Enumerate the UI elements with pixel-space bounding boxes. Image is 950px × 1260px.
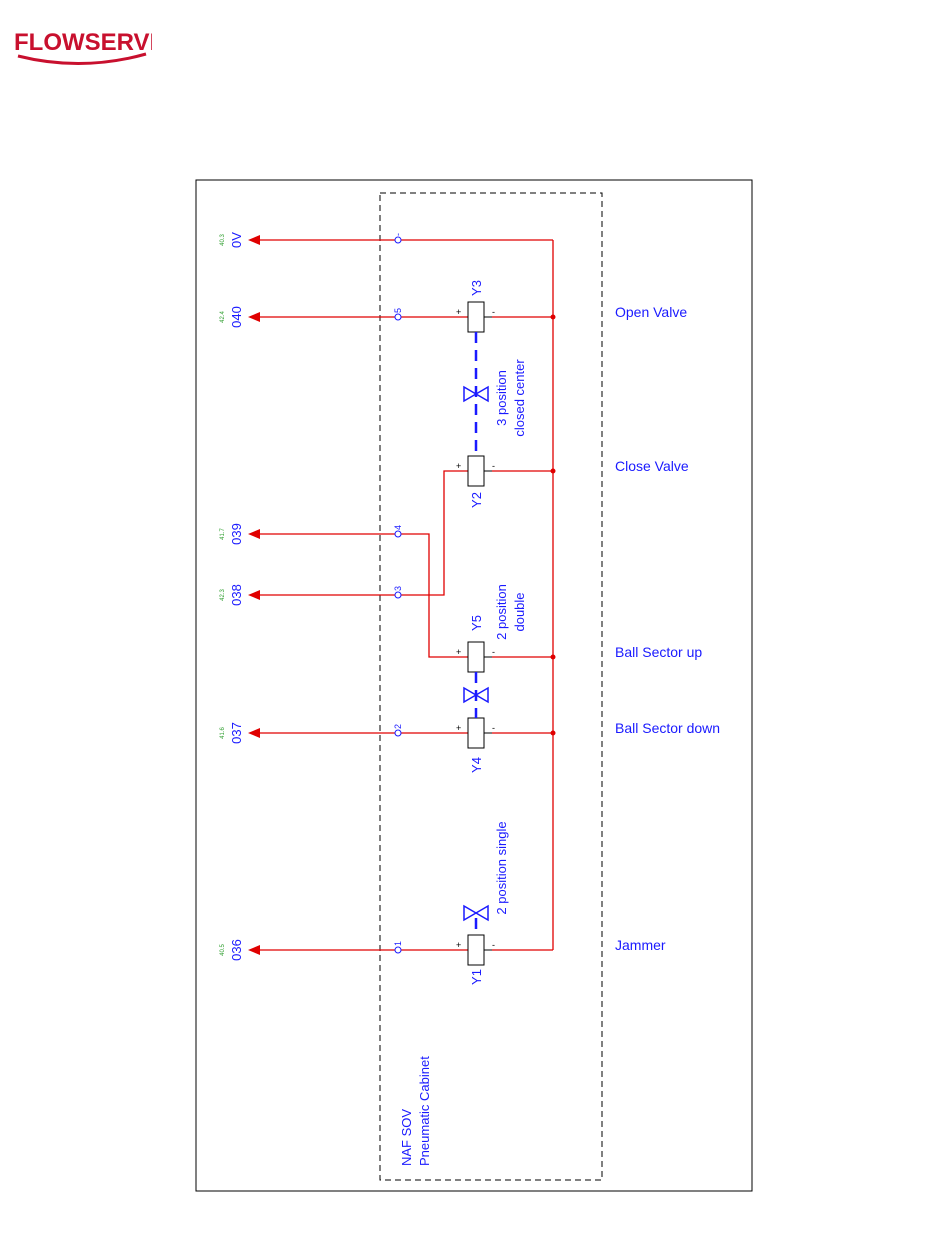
pin-ov: - <box>393 233 403 236</box>
coil-leads <box>484 316 492 951</box>
valve-icon-y3-y2 <box>463 385 489 403</box>
coil-id-y4: Y4 <box>469 757 484 773</box>
cabinet-boundary <box>379 192 603 1181</box>
coil-y2 <box>467 455 485 487</box>
svg-text:+: + <box>456 940 461 950</box>
svg-text:-: - <box>492 940 495 950</box>
cabinet-label-line1: NAF SOV <box>399 1109 414 1166</box>
svg-text:+: + <box>456 461 461 471</box>
logo-text: FLOWSERVE <box>14 29 152 56</box>
function-open-valve: Open Valve <box>615 304 687 320</box>
valve-type-y3-y2-line2: closed center <box>512 359 527 437</box>
function-close-valve: Close Valve <box>615 458 689 474</box>
function-jammer: Jammer <box>615 937 666 953</box>
ref-040: 42.4 <box>220 311 226 323</box>
coil-y4 <box>467 717 485 749</box>
valve-type-y5-y4-line1: 2 position <box>494 584 509 640</box>
pin-039: 4 <box>393 525 403 530</box>
ref-038: 42.3 <box>220 589 226 601</box>
coil-id-y5: Y5 <box>469 615 484 631</box>
function-ball-sector-down: Ball Sector down <box>615 720 720 736</box>
coil-id-y1: Y1 <box>469 969 484 985</box>
coil-y1 <box>467 934 485 966</box>
svg-text:+: + <box>456 647 461 657</box>
function-ball-sector-up: Ball Sector up <box>615 644 702 660</box>
signal-0v: 0V <box>229 232 244 248</box>
svg-text:+: + <box>456 307 461 317</box>
ref-036: 40.5 <box>220 944 226 956</box>
valve-type-y5-y4-line2: double <box>512 592 527 631</box>
svg-text:-: - <box>492 307 495 317</box>
ref-037: 41.6 <box>220 727 226 739</box>
common-bus <box>398 239 554 951</box>
drawing-frame <box>195 179 753 1192</box>
valve-type-y3-y2-line1: 3 position <box>494 370 509 426</box>
coil-y5 <box>467 641 485 673</box>
signal-040: 040 <box>229 306 244 328</box>
valve-type-y1: 2 position single <box>494 821 509 914</box>
valve-icon-y5-y4 <box>463 686 489 704</box>
valve-icon-y1 <box>463 904 489 922</box>
signal-039: 039 <box>229 523 244 545</box>
signal-arrows <box>248 235 260 955</box>
signal-wires <box>258 239 468 951</box>
coil-y3 <box>467 301 485 333</box>
logo-swoosh <box>17 52 147 65</box>
svg-text:+: + <box>456 723 461 733</box>
pin-y3: 5 <box>393 308 403 313</box>
valve-symbols <box>463 385 489 922</box>
ref-039: 41.7 <box>220 528 226 540</box>
pin-y4: 2 <box>393 724 403 729</box>
terminals <box>394 236 402 954</box>
pin-038: 3 <box>393 586 403 591</box>
cabinet-label-line2: Pneumatic Cabinet <box>417 1056 432 1166</box>
signal-037: 037 <box>229 722 244 744</box>
polarity-marks: + - + - + - + - + - <box>456 307 495 950</box>
solenoid-coils <box>467 301 485 966</box>
svg-text:-: - <box>492 461 495 471</box>
signal-038: 038 <box>229 584 244 606</box>
pin-y1: 1 <box>393 941 403 946</box>
signal-036: 036 <box>229 939 244 961</box>
bus-junctions <box>550 314 556 736</box>
coil-id-y2: Y2 <box>469 492 484 508</box>
coil-id-y3: Y3 <box>469 280 484 296</box>
ref-0v: 40.3 <box>220 234 226 246</box>
flowserve-logo: FLOWSERVE <box>14 29 152 65</box>
svg-text:-: - <box>492 647 495 657</box>
svg-text:-: - <box>492 723 495 733</box>
